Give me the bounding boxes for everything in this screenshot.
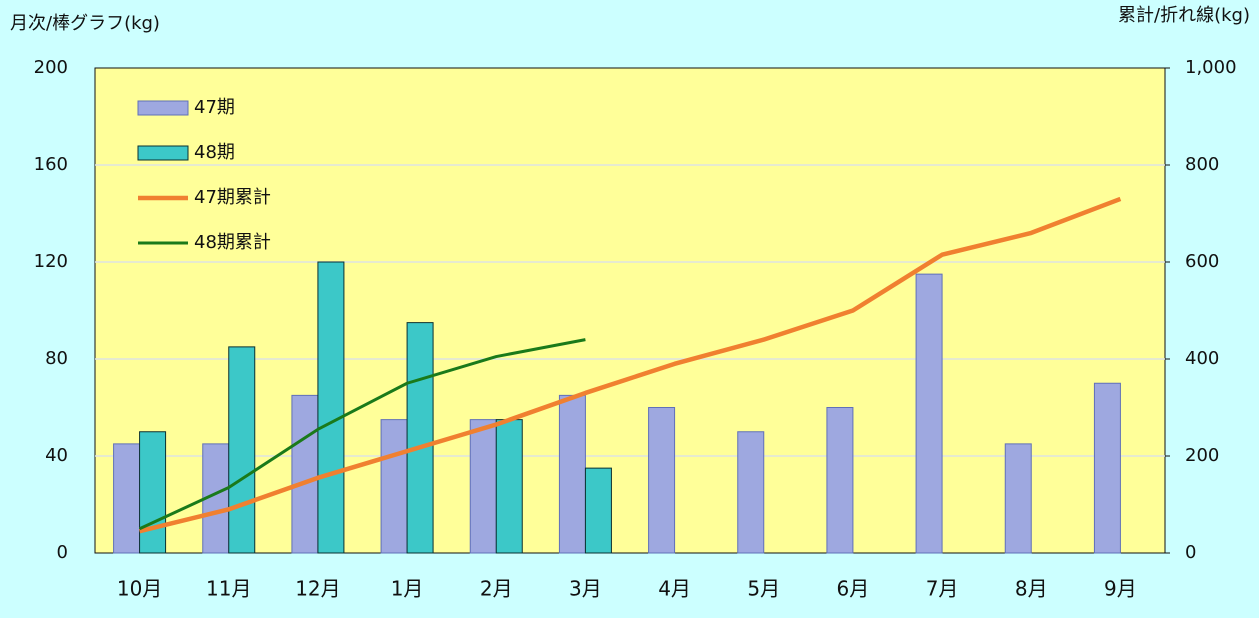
x-tick-label: 10月 (117, 577, 162, 601)
x-tick-label: 11月 (206, 577, 251, 601)
x-tick-label: 6月 (837, 577, 870, 601)
bar (915, 273, 943, 554)
bar (1004, 443, 1032, 554)
x-tick-label: 12月 (295, 577, 340, 601)
y2-tick-label: 1,000 (1185, 57, 1237, 78)
bar (826, 407, 854, 554)
y-axis-title: 月次/棒グラフ(kg) (10, 13, 160, 34)
x-tick-label: 8月 (1015, 577, 1048, 601)
y-tick-label: 120 (34, 251, 68, 272)
line (138, 338, 586, 531)
y-tick-label: 80 (45, 348, 68, 369)
y-tick-label: 160 (34, 154, 68, 175)
plot-area (94, 67, 1166, 554)
y-tick-label: 200 (34, 57, 68, 78)
legend-label: 48期累計 (194, 232, 271, 253)
x-tick-label: 5月 (747, 577, 780, 601)
legend-label: 48期 (194, 142, 235, 163)
legend-label: 47期 (194, 97, 235, 118)
y2-tick-label: 200 (1185, 445, 1219, 466)
bar (113, 443, 141, 554)
bar (495, 419, 523, 554)
bar (406, 322, 434, 554)
x-tick-label: 7月 (926, 577, 959, 601)
x-tick-label: 1月 (391, 577, 424, 601)
bar (228, 346, 256, 554)
bar (469, 419, 497, 554)
y2-tick-label: 400 (1185, 348, 1219, 369)
y2-tick-label: 800 (1185, 154, 1219, 175)
x-tick-label: 9月 (1104, 577, 1137, 601)
bar (737, 431, 765, 554)
x-tick-label: 2月 (480, 577, 513, 601)
line (139, 196, 1122, 534)
bar (648, 407, 676, 554)
y2-tick-label: 0 (1185, 542, 1196, 563)
bar (380, 419, 408, 554)
y2-tick-label: 600 (1185, 251, 1219, 272)
y-tick-label: 0 (57, 542, 68, 563)
bar (291, 394, 319, 554)
bar (584, 467, 612, 554)
bar (558, 394, 586, 554)
y2-axis-title: 累計/折れ線(kg) (1118, 5, 1250, 26)
bar (317, 261, 345, 554)
legend-swatch (137, 145, 189, 161)
y-tick-label: 40 (45, 445, 68, 466)
x-tick-label: 3月 (569, 577, 602, 601)
legend-swatch (137, 100, 189, 116)
bar (139, 431, 167, 554)
bar (1093, 382, 1121, 554)
legend-label: 47期累計 (194, 187, 271, 208)
x-tick-label: 4月 (658, 577, 691, 601)
